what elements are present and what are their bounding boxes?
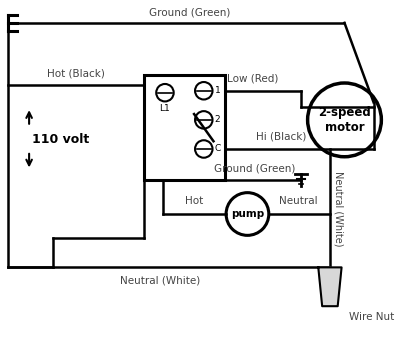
Text: C: C — [214, 145, 220, 153]
Text: Neutral (White): Neutral (White) — [119, 275, 200, 285]
Text: Wire Nut: Wire Nut — [348, 312, 394, 322]
Text: Neutral: Neutral — [278, 196, 316, 206]
Text: Ground (Green): Ground (Green) — [148, 7, 229, 17]
Text: 1: 1 — [214, 86, 220, 95]
Text: Neutral (White): Neutral (White) — [333, 172, 343, 247]
Bar — [143, 75, 225, 180]
Text: Low (Red): Low (Red) — [226, 73, 277, 83]
Text: Hi (Black): Hi (Black) — [255, 131, 306, 141]
Text: 2: 2 — [214, 115, 219, 124]
Text: Hot (Black): Hot (Black) — [47, 68, 104, 78]
Text: L1: L1 — [159, 104, 170, 113]
Text: 2-speed
motor: 2-speed motor — [317, 106, 370, 134]
Text: Ground (Green): Ground (Green) — [213, 163, 294, 173]
Polygon shape — [318, 267, 341, 306]
Text: 110 volt: 110 volt — [32, 133, 89, 146]
Text: Hot: Hot — [184, 196, 203, 206]
Text: pump: pump — [230, 209, 263, 219]
